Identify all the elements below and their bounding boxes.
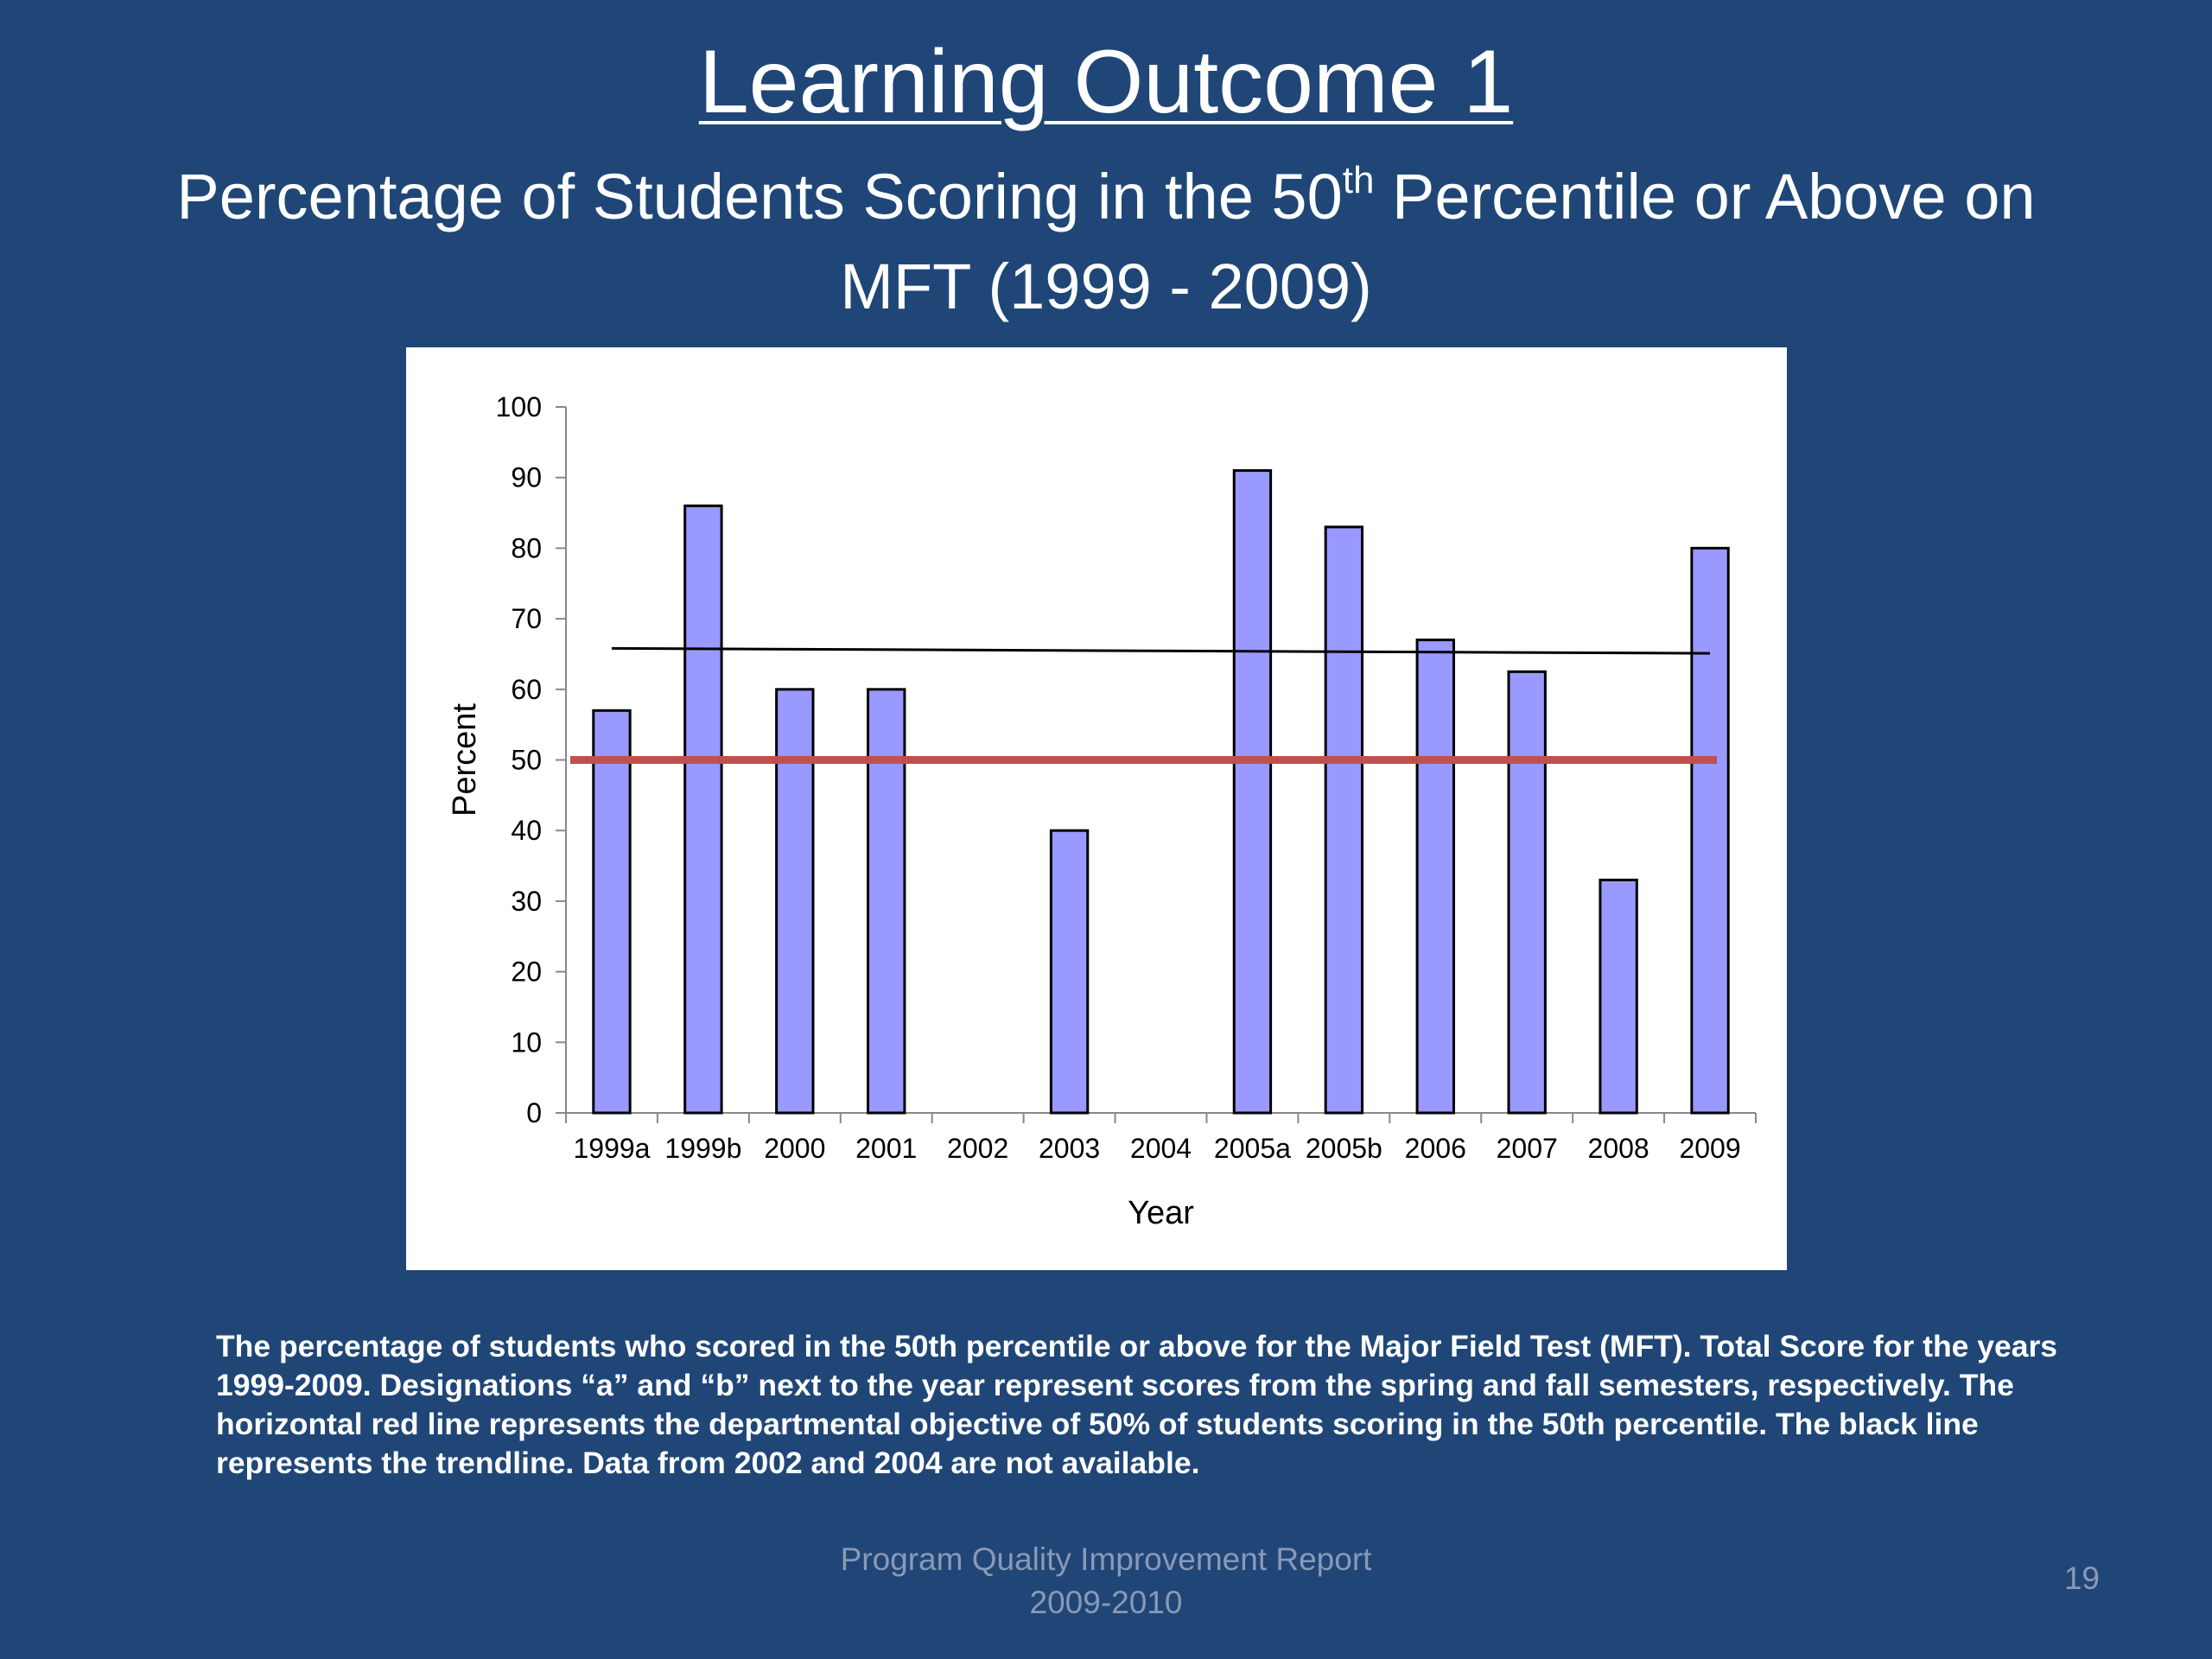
y-tick-label: 0 — [526, 1097, 542, 1128]
trendline — [611, 646, 1711, 655]
y-tick-label: 30 — [511, 886, 542, 917]
bar — [1324, 525, 1364, 1115]
y-tick-label: 50 — [511, 745, 542, 776]
bar — [1049, 829, 1090, 1115]
chart-panel: 0 10 20 30 40 50 60 70 80 90 100 1999a 1999b 2000 2001… — [406, 347, 1787, 1270]
x-tick-label: 2005b — [1306, 1133, 1382, 1164]
x-tick-label: 2003 — [1039, 1133, 1100, 1164]
chart-caption: The percentage of students who scored in… — [216, 1329, 2058, 1480]
subtitle-superscript: th — [1342, 159, 1375, 201]
x-tick-label: 1999a — [573, 1133, 650, 1164]
x-tick-label: 2005a — [1214, 1133, 1291, 1164]
page-number: 19 — [2063, 1560, 2100, 1596]
bar — [683, 504, 723, 1115]
y-tick-label: 60 — [511, 674, 542, 705]
y-axis-title: Percent — [447, 703, 483, 817]
x-tick-label: 2000 — [764, 1133, 825, 1164]
bar — [1415, 639, 1455, 1115]
x-tick-label: 2006 — [1405, 1133, 1466, 1164]
x-tick-label: 2009 — [1679, 1133, 1740, 1164]
bar — [1507, 670, 1547, 1115]
footer-report-name: Program Quality Improvement Report — [840, 1541, 1372, 1577]
bar — [592, 709, 632, 1115]
x-tick-label: 2007 — [1497, 1133, 1558, 1164]
y-tick-label: 10 — [511, 1027, 542, 1058]
bar — [1232, 469, 1273, 1115]
x-tick-label: 2002 — [947, 1133, 1008, 1164]
y-tick-label: 100 — [496, 391, 542, 423]
x-tick-label: 2008 — [1588, 1133, 1649, 1164]
bar-chart: 0 10 20 30 40 50 60 70 80 90 100 1999a 1999b 2000 2001… — [447, 391, 1757, 1231]
bar — [1599, 878, 1638, 1115]
y-tick-label: 90 — [511, 462, 542, 493]
x-tick-label: 2001 — [855, 1133, 917, 1164]
x-tick-label: 2004 — [1130, 1133, 1192, 1164]
bar — [867, 688, 906, 1115]
y-tick-label: 70 — [511, 603, 542, 634]
footer: Program Quality Improvement Report 2009-… — [760, 1538, 1452, 1624]
slide-title: Learning Outcome 1 — [698, 32, 1514, 132]
footer-year: 2009-2010 — [1029, 1585, 1183, 1620]
slide-subtitle: Percentage of Students Scoring in the 50… — [176, 159, 2036, 322]
bar — [1690, 546, 1730, 1115]
x-tick-label: 1999b — [664, 1133, 741, 1164]
y-tick-label: 80 — [511, 532, 542, 563]
bar — [775, 688, 815, 1115]
x-axis-title: Year — [1128, 1195, 1194, 1231]
y-tick-label: 40 — [511, 815, 542, 846]
y-tick-label: 20 — [511, 957, 542, 988]
